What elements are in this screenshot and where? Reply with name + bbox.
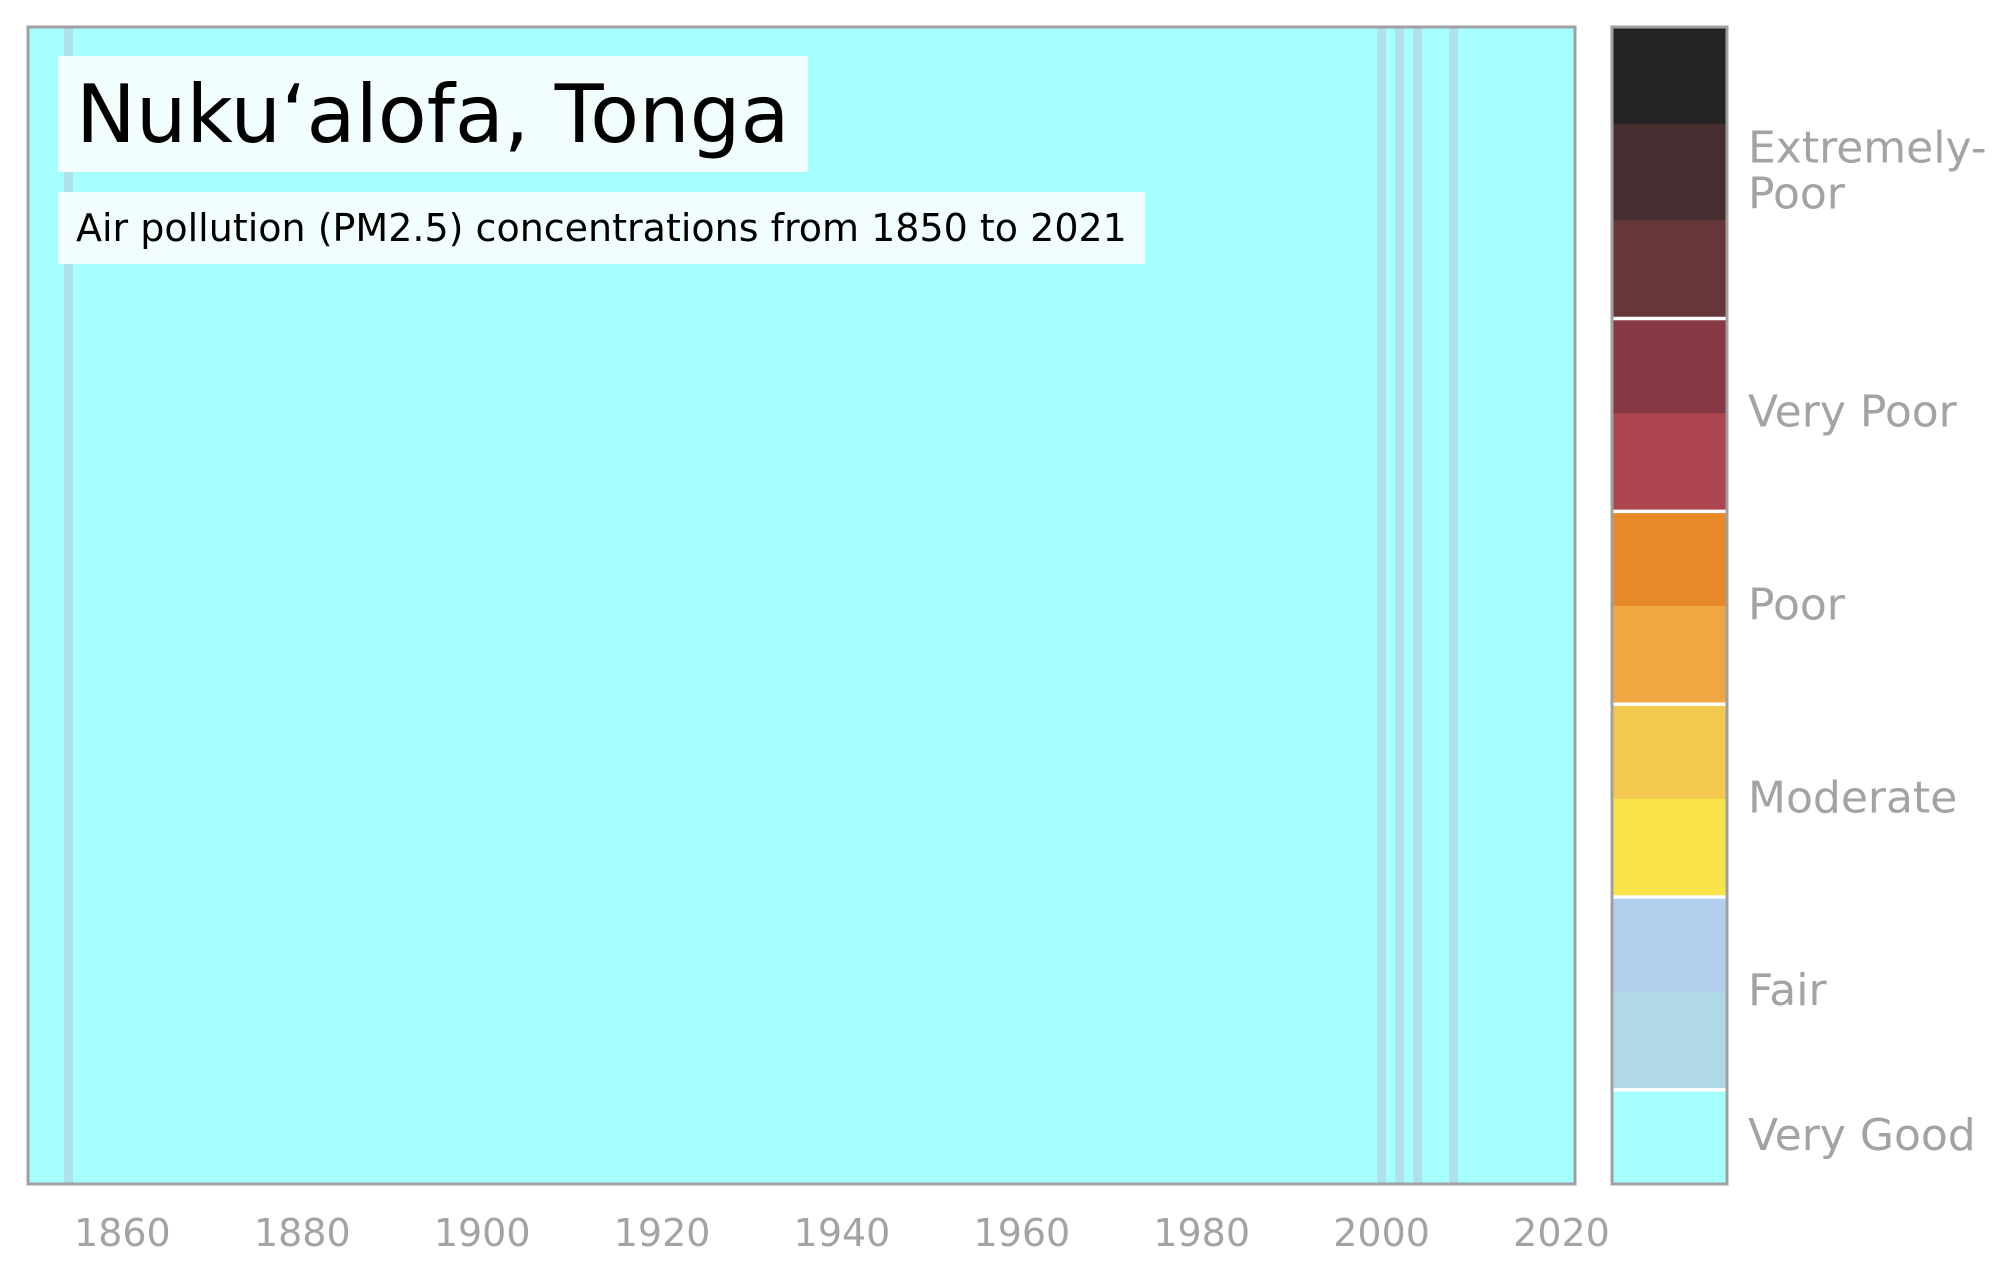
stripe-2004 xyxy=(1413,27,1423,1184)
x-tick-label-1980: 1980 xyxy=(1153,1211,1250,1255)
colorbar-labels: Very Good Fair Moderate Poor Very Poor Extrem… xyxy=(1748,123,1987,1161)
colorbar-block-very-good-0 xyxy=(1612,1087,1727,1185)
colorbar-label-very-good: Very Good xyxy=(1748,1110,1976,1161)
colorbar-block-moderate-1 xyxy=(1612,701,1727,799)
stripe-2008 xyxy=(1449,27,1459,1184)
colorbar-block-extremely-poor-2 xyxy=(1612,27,1727,124)
colorbar-block-very-poor-0 xyxy=(1612,412,1727,510)
x-tick-label-1860: 1860 xyxy=(74,1211,171,1255)
colorbar-frame xyxy=(1610,25,1729,1186)
colorbar-block-fair-1 xyxy=(1612,894,1727,992)
colorbar-legend xyxy=(1612,27,1727,1185)
colorbar-block-moderate-0 xyxy=(1612,798,1727,896)
colorbar-block-poor-0 xyxy=(1612,605,1727,703)
x-axis-ticks: 1860 1880 1900 1920 1940 1960 1980 2000 2020 xyxy=(74,1211,1610,1255)
x-tick-label-2020: 2020 xyxy=(1513,1211,1610,1255)
colorbar-block-extremely-poor-0 xyxy=(1612,219,1727,317)
chart-subtitle: Air pollution (PM2.5) concentrations fro… xyxy=(76,206,1127,250)
colorbar-label-extremely-poor: Extremely-Poor xyxy=(1748,123,1987,220)
colorbar-block-very-poor-1 xyxy=(1612,316,1727,414)
colorbar-block-poor-1 xyxy=(1612,509,1727,606)
x-tick-label-2000: 2000 xyxy=(1333,1211,1430,1255)
colorbar-block-fair-0 xyxy=(1612,991,1727,1089)
chart-subtitle-box: Air pollution (PM2.5) concentrations fro… xyxy=(58,192,1145,264)
x-tick-label-1940: 1940 xyxy=(794,1211,891,1255)
x-tick-label-1960: 1960 xyxy=(974,1211,1071,1255)
plot-area-frame xyxy=(26,25,1577,1186)
x-tick-label-1900: 1900 xyxy=(434,1211,531,1255)
colorbar-label-moderate: Moderate xyxy=(1748,772,1957,823)
stripe-2002 xyxy=(1395,27,1405,1184)
colorbar-label-fair: Fair xyxy=(1748,965,1827,1016)
colorbar-label-very-poor: Very Poor xyxy=(1748,387,1958,438)
x-tick-label-1880: 1880 xyxy=(254,1211,351,1255)
chart-title: Nukuʻalofa, Tonga xyxy=(76,67,790,161)
chart-title-box: Nukuʻalofa, Tonga xyxy=(58,56,808,172)
colorbar-block-extremely-poor-1 xyxy=(1612,123,1727,221)
colorbar-label-poor: Poor xyxy=(1748,580,1846,631)
stripe-2000 xyxy=(1377,27,1387,1184)
stripe-1854 xyxy=(63,27,73,1184)
x-tick-label-1920: 1920 xyxy=(614,1211,711,1255)
